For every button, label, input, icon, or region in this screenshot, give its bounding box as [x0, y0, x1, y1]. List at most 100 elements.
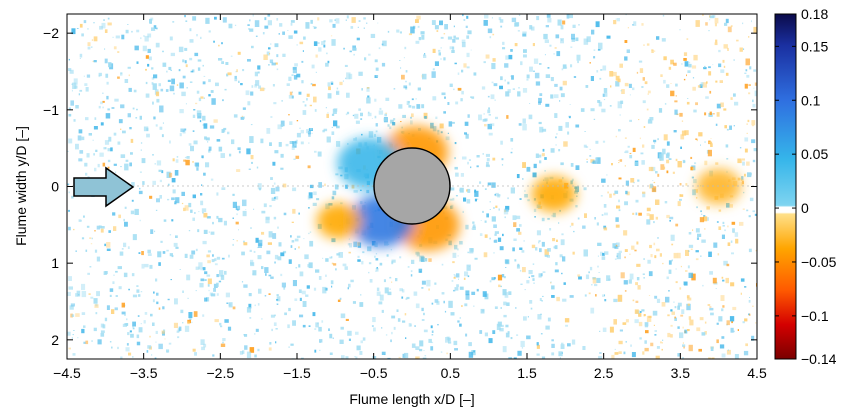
speckle: [399, 31, 402, 34]
speckle: [670, 309, 673, 312]
speckle: [161, 330, 165, 334]
speckle: [489, 280, 492, 283]
speckle: [161, 170, 164, 174]
speckle: [136, 334, 140, 339]
speckle: [378, 110, 384, 115]
speckle: [484, 118, 488, 122]
speckle: [298, 289, 302, 293]
speckle: [538, 154, 542, 158]
speckle: [175, 235, 178, 238]
speckle: [752, 125, 754, 127]
speckle: [585, 85, 589, 88]
speckle: [533, 58, 539, 64]
speckle: [313, 191, 317, 196]
speckle: [505, 205, 510, 210]
speckle: [255, 35, 258, 37]
speckle: [629, 154, 633, 159]
speckle: [162, 62, 167, 67]
speckle: [117, 141, 121, 145]
speckle: [695, 138, 698, 140]
speckle: [366, 87, 370, 89]
speckle: [711, 357, 715, 359]
speckle: [571, 178, 574, 182]
speckle: [688, 61, 691, 64]
speckle: [171, 178, 176, 183]
speckle: [117, 76, 120, 79]
speckle: [115, 171, 117, 173]
speckle: [523, 316, 527, 321]
speckle: [617, 101, 622, 109]
speckle: [520, 340, 525, 347]
speckle: [68, 107, 71, 111]
speckle: [704, 160, 708, 166]
speckle: [223, 220, 227, 226]
speckle: [423, 350, 425, 351]
speckle: [108, 230, 111, 233]
speckle: [488, 132, 493, 136]
speckle: [312, 202, 317, 206]
speckle: [452, 261, 455, 264]
speckle: [461, 42, 466, 48]
speckle: [117, 266, 122, 270]
speckle: [440, 47, 442, 49]
speckle: [276, 299, 279, 301]
speckle: [558, 222, 560, 224]
speckle: [563, 282, 566, 285]
speckle: [107, 148, 111, 152]
speckle: [341, 355, 345, 359]
speckle: [207, 250, 212, 253]
speckle: [171, 197, 175, 201]
speckle: [545, 325, 550, 330]
speckle: [601, 178, 606, 183]
speckle: [470, 96, 472, 98]
speckle: [491, 81, 494, 84]
speckle: [83, 215, 85, 218]
speckle: [408, 82, 411, 86]
speckle: [118, 286, 122, 290]
speckle: [355, 356, 358, 359]
speckle: [517, 350, 522, 356]
speckle: [355, 137, 357, 139]
speckle: [595, 21, 600, 28]
speckle: [583, 249, 588, 257]
speckle: [288, 95, 293, 99]
speckle: [596, 222, 599, 226]
speckle: [246, 351, 252, 359]
speckle: [694, 162, 697, 165]
speckle: [118, 214, 121, 219]
speckle: [624, 290, 627, 292]
y-tick-label: 2: [51, 332, 59, 348]
speckle: [494, 306, 498, 309]
speckle: [578, 276, 582, 280]
speckle: [437, 129, 440, 132]
speckle: [492, 33, 495, 36]
wake-feature: [316, 203, 362, 239]
speckle: [162, 50, 164, 53]
speckle: [356, 37, 360, 41]
speckle: [602, 327, 607, 332]
speckle: [227, 131, 230, 135]
speckle: [457, 248, 459, 251]
speckle: [415, 98, 417, 100]
speckle: [615, 224, 620, 228]
speckle: [249, 136, 254, 143]
speckle: [726, 158, 729, 160]
speckle: [160, 88, 164, 92]
speckle: [264, 295, 267, 297]
speckle: [136, 61, 139, 64]
speckle: [561, 272, 563, 275]
speckle: [87, 28, 89, 30]
speckle: [122, 130, 126, 134]
speckle: [746, 161, 750, 166]
speckle: [354, 356, 356, 358]
speckle: [347, 330, 352, 336]
speckle: [577, 60, 579, 64]
speckle: [216, 256, 221, 260]
speckle: [748, 36, 750, 38]
speckle: [679, 198, 682, 201]
speckle: [696, 139, 698, 142]
speckle: [203, 75, 206, 77]
speckle: [163, 219, 167, 222]
speckle: [577, 217, 580, 220]
speckle: [596, 70, 599, 73]
